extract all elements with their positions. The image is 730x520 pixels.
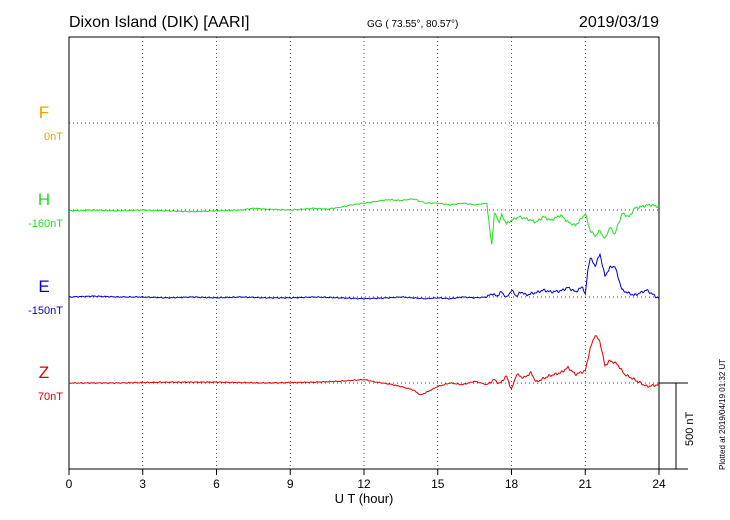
x-axis: 0 3 6 9 12 15 18 21 24 [66, 469, 666, 491]
baseline-label-h: -160nT [28, 218, 63, 230]
baseline-label-z: 70nT [38, 391, 63, 403]
x-axis-label: U T (hour) [335, 491, 394, 506]
x-tick-label: 0 [66, 477, 73, 491]
x-tick-label: 15 [431, 477, 445, 491]
component-name-h: H [38, 190, 50, 209]
baseline-label-f: 0nT [44, 131, 63, 143]
station-coordinates: GG ( 73.55°, 80.57°) [367, 19, 458, 30]
component-name-e: E [38, 277, 49, 296]
x-tick-label: 3 [139, 477, 146, 491]
x-tick-label: 12 [357, 477, 371, 491]
baseline-label-e: -150nT [28, 305, 63, 317]
x-tick-label: 21 [579, 477, 593, 491]
component-labels: F 0nT H -160nT E -150nT Z 70nT [28, 103, 63, 403]
grid-lines [69, 37, 659, 469]
x-tick-label: 24 [652, 477, 666, 491]
chart-title: Dixon Island (DIK) [AARI] [69, 14, 250, 31]
series-layer [68, 198, 660, 396]
x-tick-label: 6 [213, 477, 220, 491]
scale-bar-label: 500 nT [684, 411, 696, 446]
plotted-timestamp: Plotted at 2019/04/19 01:32 UT [718, 359, 727, 470]
x-tick-label: 9 [287, 477, 294, 491]
series-line-z [68, 335, 660, 396]
series-line-h [68, 198, 660, 245]
x-tick-label: 18 [505, 477, 519, 491]
component-name-z: Z [39, 363, 49, 382]
component-name-f: F [39, 103, 49, 122]
chart-date: 2019/03/19 [579, 14, 659, 31]
series-line-e [68, 252, 660, 300]
